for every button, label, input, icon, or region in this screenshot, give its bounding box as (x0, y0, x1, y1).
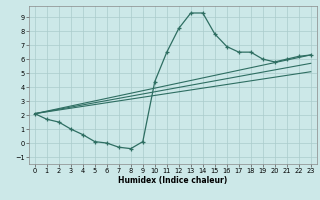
X-axis label: Humidex (Indice chaleur): Humidex (Indice chaleur) (118, 176, 228, 185)
